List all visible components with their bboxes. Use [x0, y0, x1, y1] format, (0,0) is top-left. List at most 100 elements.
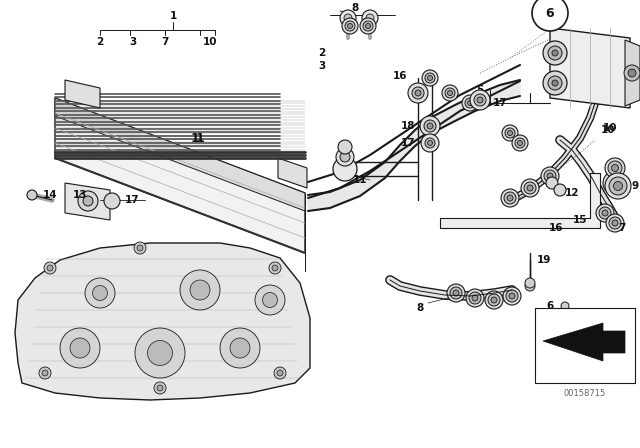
Circle shape — [521, 179, 539, 197]
Circle shape — [154, 382, 166, 394]
Circle shape — [465, 98, 475, 108]
Circle shape — [561, 302, 569, 310]
Circle shape — [269, 262, 281, 274]
Circle shape — [614, 181, 623, 190]
Circle shape — [421, 134, 439, 152]
Circle shape — [527, 185, 533, 191]
Circle shape — [274, 367, 286, 379]
Circle shape — [180, 270, 220, 310]
Polygon shape — [330, 180, 360, 208]
Polygon shape — [278, 158, 307, 188]
Circle shape — [336, 148, 354, 166]
Polygon shape — [430, 105, 455, 134]
Polygon shape — [308, 192, 330, 211]
Circle shape — [348, 23, 353, 29]
Circle shape — [340, 10, 356, 26]
Text: 17: 17 — [493, 98, 508, 108]
Circle shape — [83, 196, 93, 206]
Text: 5: 5 — [476, 85, 484, 95]
Circle shape — [453, 290, 459, 296]
Text: 10: 10 — [203, 37, 217, 47]
Circle shape — [524, 182, 536, 194]
Text: 12: 12 — [564, 188, 579, 198]
Circle shape — [509, 293, 515, 299]
Text: 13: 13 — [73, 190, 87, 200]
Circle shape — [525, 281, 535, 291]
Circle shape — [47, 265, 53, 271]
Circle shape — [366, 14, 374, 22]
Circle shape — [474, 94, 486, 106]
Circle shape — [338, 140, 352, 154]
Circle shape — [541, 167, 559, 185]
Circle shape — [472, 295, 478, 301]
Polygon shape — [625, 40, 640, 106]
Circle shape — [408, 83, 428, 103]
Circle shape — [363, 21, 373, 31]
Circle shape — [512, 135, 528, 151]
Polygon shape — [385, 145, 400, 178]
Circle shape — [552, 50, 558, 56]
Circle shape — [60, 328, 100, 368]
Circle shape — [255, 285, 285, 315]
Text: 7: 7 — [161, 37, 169, 47]
Text: 10: 10 — [601, 125, 615, 135]
Circle shape — [39, 367, 51, 379]
Circle shape — [532, 0, 568, 31]
Circle shape — [445, 88, 455, 98]
Circle shape — [546, 177, 558, 189]
Polygon shape — [65, 80, 100, 108]
Circle shape — [333, 157, 357, 181]
Circle shape — [272, 265, 278, 271]
Circle shape — [157, 385, 163, 391]
Circle shape — [44, 262, 56, 274]
Text: 6: 6 — [546, 7, 554, 20]
Circle shape — [505, 128, 515, 138]
Text: 15: 15 — [573, 215, 588, 225]
Circle shape — [605, 173, 631, 199]
Polygon shape — [360, 162, 385, 196]
Text: 7: 7 — [618, 223, 626, 233]
Circle shape — [552, 80, 558, 86]
Circle shape — [340, 152, 350, 162]
Circle shape — [450, 287, 462, 299]
Text: 16: 16 — [393, 71, 407, 81]
Circle shape — [609, 177, 627, 195]
Text: 8: 8 — [351, 3, 358, 13]
Circle shape — [365, 23, 371, 29]
Circle shape — [518, 141, 522, 146]
Circle shape — [85, 278, 115, 308]
Circle shape — [628, 69, 636, 77]
Circle shape — [608, 161, 622, 175]
Circle shape — [508, 130, 513, 135]
Polygon shape — [55, 98, 305, 253]
Circle shape — [611, 179, 619, 187]
Polygon shape — [500, 80, 520, 101]
Circle shape — [507, 195, 513, 201]
Bar — [535, 308, 635, 383]
Circle shape — [262, 293, 278, 307]
Circle shape — [501, 189, 519, 207]
Circle shape — [515, 138, 525, 148]
Circle shape — [488, 294, 500, 306]
Circle shape — [422, 70, 438, 86]
Circle shape — [345, 21, 355, 31]
Circle shape — [78, 191, 98, 211]
Polygon shape — [15, 243, 310, 400]
Text: 18: 18 — [401, 121, 415, 131]
Circle shape — [624, 65, 640, 81]
Circle shape — [607, 175, 623, 191]
Circle shape — [147, 340, 173, 366]
Circle shape — [609, 217, 621, 229]
Circle shape — [415, 90, 421, 96]
Circle shape — [506, 290, 518, 302]
Circle shape — [548, 76, 562, 90]
Circle shape — [554, 184, 566, 196]
Circle shape — [544, 170, 556, 182]
Circle shape — [502, 125, 518, 141]
Text: 19: 19 — [537, 255, 551, 265]
Circle shape — [428, 76, 433, 81]
Text: 00158715: 00158715 — [564, 388, 606, 397]
Text: 17: 17 — [401, 138, 415, 148]
Text: 17: 17 — [125, 195, 140, 205]
Text: 2: 2 — [97, 37, 104, 47]
